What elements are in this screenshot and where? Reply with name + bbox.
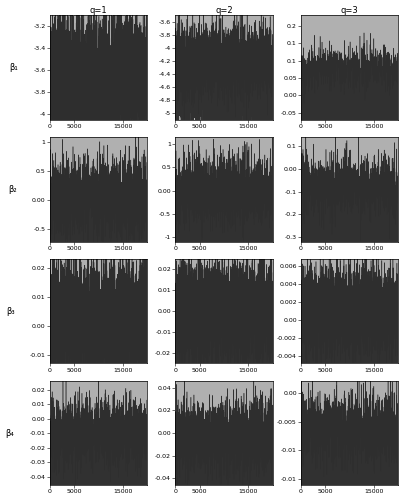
- Y-axis label: β₃: β₃: [6, 306, 15, 316]
- Title: q=1: q=1: [90, 6, 107, 15]
- Title: q=3: q=3: [341, 6, 359, 15]
- Y-axis label: β₁: β₁: [9, 63, 18, 72]
- Title: q=2: q=2: [215, 6, 233, 15]
- Y-axis label: β₂: β₂: [8, 185, 17, 194]
- Y-axis label: β₄: β₄: [6, 428, 15, 438]
